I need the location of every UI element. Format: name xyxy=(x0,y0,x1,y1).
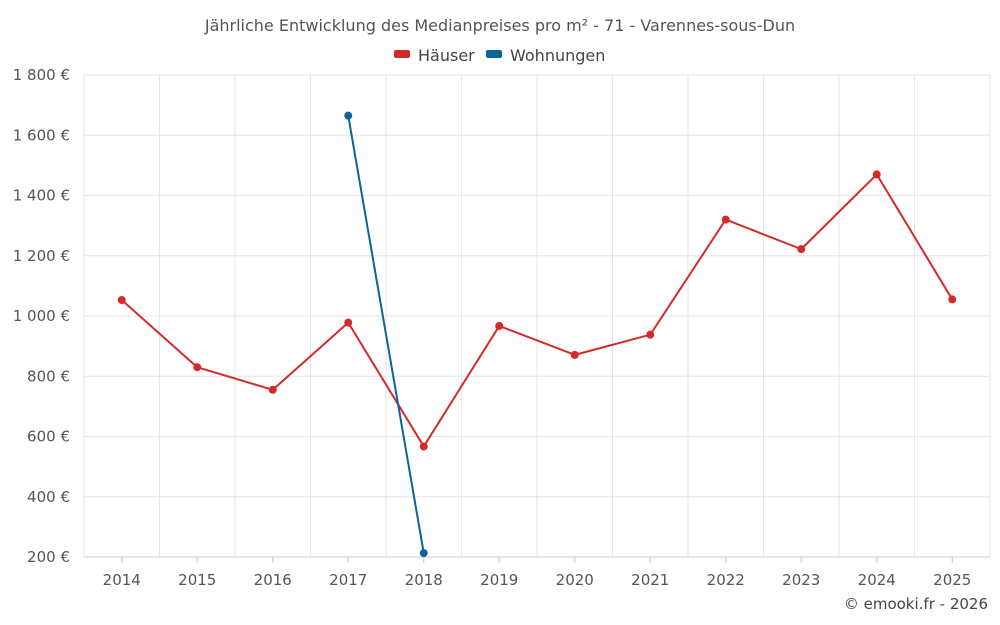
x-tick-label: 2022 xyxy=(707,571,745,589)
series xyxy=(117,111,957,558)
data-point-wohnungen[interactable] xyxy=(344,111,353,120)
x-tick-label: 2023 xyxy=(782,571,820,589)
x-axis: 2014 2015 2016 2017 2018 2019 2020 2021 2022 2023… xyxy=(103,557,971,589)
legend-swatch-hauser xyxy=(394,50,410,58)
data-point-hauser[interactable] xyxy=(268,385,277,394)
legend-item-wohnungen[interactable]: Wohnungen xyxy=(486,46,605,65)
x-tick-label: 2019 xyxy=(480,571,518,589)
series-line-hauser xyxy=(121,173,954,448)
y-tick-label: 1 600 € xyxy=(13,126,70,144)
y-tick-label: 600 € xyxy=(27,428,70,446)
legend-label-wohnungen: Wohnungen xyxy=(510,46,605,65)
data-point-hauser[interactable] xyxy=(797,245,806,254)
credit-text: © emooki.fr - 2026 xyxy=(844,595,988,613)
x-tick-label: 2021 xyxy=(631,571,669,589)
y-tick-label: 1 000 € xyxy=(13,307,70,325)
data-point-hauser[interactable] xyxy=(646,330,655,339)
data-point-hauser[interactable] xyxy=(117,296,126,305)
data-point-hauser[interactable] xyxy=(419,442,428,451)
legend-item-hauser[interactable]: Häuser xyxy=(394,46,475,65)
y-tick-label: 800 € xyxy=(27,367,70,385)
data-point-hauser[interactable] xyxy=(193,363,202,372)
data-point-hauser[interactable] xyxy=(948,295,957,304)
data-point-hauser[interactable] xyxy=(570,350,579,359)
x-tick-label: 2020 xyxy=(556,571,594,589)
gridlines xyxy=(83,74,991,558)
legend: Häuser Wohnungen xyxy=(394,46,605,65)
x-tick-label: 2015 xyxy=(178,571,216,589)
x-tick-label: 2024 xyxy=(858,571,896,589)
data-point-hauser[interactable] xyxy=(495,321,504,330)
data-point-hauser[interactable] xyxy=(344,318,353,327)
y-tick-label: 1 800 € xyxy=(13,66,70,84)
series-line-wohnungen xyxy=(347,115,425,554)
x-tick-label: 2016 xyxy=(254,571,292,589)
chart-title: Jährliche Entwicklung des Medianpreises … xyxy=(204,16,795,35)
x-tick-label: 2014 xyxy=(103,571,141,589)
y-tick-label: 200 € xyxy=(27,548,70,566)
x-tick-label: 2017 xyxy=(329,571,367,589)
x-tick-label: 2018 xyxy=(405,571,443,589)
y-tick-label: 1 400 € xyxy=(13,187,70,205)
legend-label-hauser: Häuser xyxy=(418,46,475,65)
data-point-wohnungen[interactable] xyxy=(419,549,428,558)
data-point-hauser[interactable] xyxy=(721,215,730,224)
y-axis: 200 € 400 € 600 € 800 € 1 000 € 1 200 € 1 400 … xyxy=(13,66,70,566)
y-tick-label: 1 200 € xyxy=(13,247,70,265)
data-point-hauser[interactable] xyxy=(872,170,881,179)
x-tick-label: 2025 xyxy=(933,571,971,589)
legend-swatch-wohnungen xyxy=(486,50,502,58)
y-tick-label: 400 € xyxy=(27,488,70,506)
